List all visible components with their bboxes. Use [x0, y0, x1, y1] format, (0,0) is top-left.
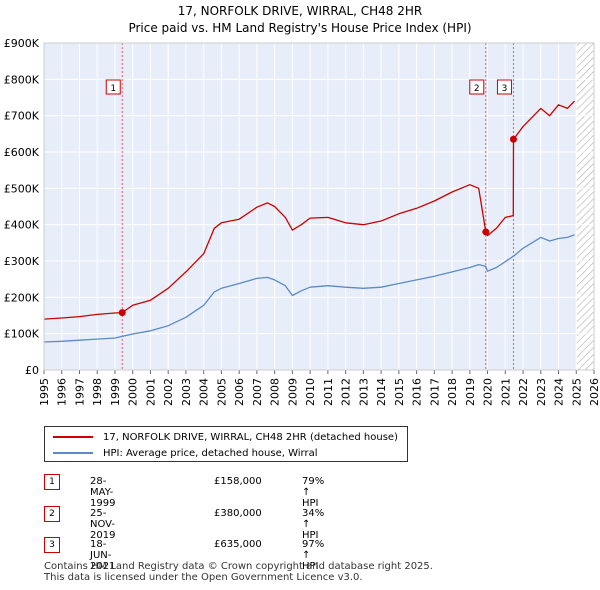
- y-tick-label: £300K: [4, 255, 40, 268]
- y-tick-label: £200K: [4, 291, 40, 304]
- x-tick-label: 2024: [553, 378, 566, 406]
- sale-marker-label-1: 1: [110, 84, 116, 94]
- x-tick-label: 2006: [233, 378, 246, 406]
- y-tick-label: £800K: [4, 73, 40, 86]
- x-tick-label: 1999: [109, 378, 122, 406]
- chart-subtitle: Price paid vs. HM Land Registry's House …: [128, 21, 472, 35]
- sale-marker-box-1: [105, 79, 121, 95]
- property-series-line: [43, 100, 575, 320]
- x-tick-label: 2005: [215, 378, 228, 406]
- x-tick-label: 1996: [56, 378, 69, 406]
- sale-badge-1: 1: [44, 474, 60, 490]
- sale-point-1: [118, 309, 126, 317]
- x-tick-label: 2008: [269, 378, 282, 406]
- sale-point-3: [509, 135, 517, 143]
- legend-item-property: 17, NORFOLK DRIVE, WIRRAL, CH48 2HR (det…: [53, 429, 398, 445]
- hpi-series-line: [43, 234, 575, 343]
- x-tick-label: 2018: [446, 378, 459, 406]
- y-tick-label: £900K: [4, 37, 40, 50]
- x-tick-label: 2020: [482, 378, 495, 406]
- y-tick-label: £0: [25, 364, 39, 377]
- sale-price-2: £380,000: [214, 508, 262, 519]
- forecast-hatch: [576, 43, 594, 370]
- sale-point-2: [482, 228, 490, 236]
- chart-legend: 17, NORFOLK DRIVE, WIRRAL, CH48 2HR (det…: [44, 426, 408, 462]
- sale-hpi-2: 34% ↑ HPI: [302, 508, 325, 541]
- chart-title: 17, NORFOLK DRIVE, WIRRAL, CH48 2HR: [177, 4, 423, 18]
- x-tick-label: 2011: [322, 378, 335, 406]
- y-tick-label: £400K: [4, 219, 40, 232]
- sale-badge-2: 2: [44, 506, 60, 522]
- y-tick-label: £500K: [4, 182, 40, 195]
- x-tick-label: 2019: [464, 378, 477, 406]
- x-tick-label: 2002: [162, 378, 175, 406]
- legend-item-hpi: HPI: Average price, detached house, Wirr…: [53, 445, 318, 461]
- x-tick-label: 2004: [198, 378, 211, 406]
- legend-label-property: 17, NORFOLK DRIVE, WIRRAL, CH48 2HR (det…: [103, 431, 398, 443]
- x-tick-label: 2013: [357, 378, 370, 406]
- sale-date-1: 28-MAY-1999: [90, 476, 116, 509]
- x-tick-label: 2012: [340, 378, 353, 406]
- x-tick-label: 2003: [180, 378, 193, 406]
- x-tick-label: 1998: [91, 378, 104, 406]
- x-tick-label: 1995: [38, 378, 51, 406]
- x-tick-label: 1997: [73, 378, 86, 406]
- plot-frame: [43, 42, 595, 371]
- sale-marker-box-3: [496, 79, 512, 95]
- sale-hpi-1: 79% ↑ HPI: [302, 476, 325, 509]
- x-tick-label: 2025: [570, 378, 583, 406]
- x-tick-label: 2009: [286, 378, 299, 406]
- y-tick-label: £600K: [4, 146, 40, 159]
- legend-swatch-property: [53, 436, 93, 438]
- sale-marker-label-2: 2: [474, 84, 480, 94]
- y-tick-label: £700K: [4, 110, 40, 123]
- x-tick-label: 2001: [144, 378, 157, 406]
- legend-swatch-hpi: [53, 452, 93, 454]
- x-tick-label: 2017: [428, 378, 441, 406]
- sale-price-3: £635,000: [214, 539, 262, 550]
- sale-marker-box-2: [469, 79, 485, 95]
- x-tick-label: 2014: [375, 378, 388, 406]
- footer-copyright: Contains HM Land Registry data © Crown c…: [44, 561, 433, 572]
- x-tick-label: 2022: [517, 378, 530, 406]
- x-tick-label: 2021: [499, 378, 512, 406]
- shaded-period-after: [122, 43, 577, 370]
- sale-price-1: £158,000: [214, 476, 262, 487]
- sale-badge-3: 3: [44, 537, 60, 553]
- sale-marker-label-3: 3: [502, 84, 508, 94]
- y-tick-label: £100K: [4, 328, 40, 341]
- x-tick-label: 2023: [535, 378, 548, 406]
- x-tick-label: 2010: [304, 378, 317, 406]
- footer-licence: This data is licensed under the Open Gov…: [44, 572, 363, 583]
- x-tick-label: 2007: [251, 378, 264, 406]
- sale-date-2: 25-NOV-2019: [90, 508, 116, 541]
- legend-label-hpi: HPI: Average price, detached house, Wirr…: [103, 447, 318, 459]
- sale-hpi-3: 97% ↑ HPI: [302, 539, 325, 572]
- sale-date-3: 18-JUN-2021: [90, 539, 116, 572]
- x-tick-label: 2016: [411, 378, 424, 406]
- x-tick-label: 2000: [127, 378, 140, 406]
- x-tick-label: 2015: [393, 378, 406, 406]
- x-tick-label: 2026: [588, 378, 600, 406]
- price-chart: £0 £100K £200K £300K £400K £500K £600K £700K £80…: [4, 37, 600, 406]
